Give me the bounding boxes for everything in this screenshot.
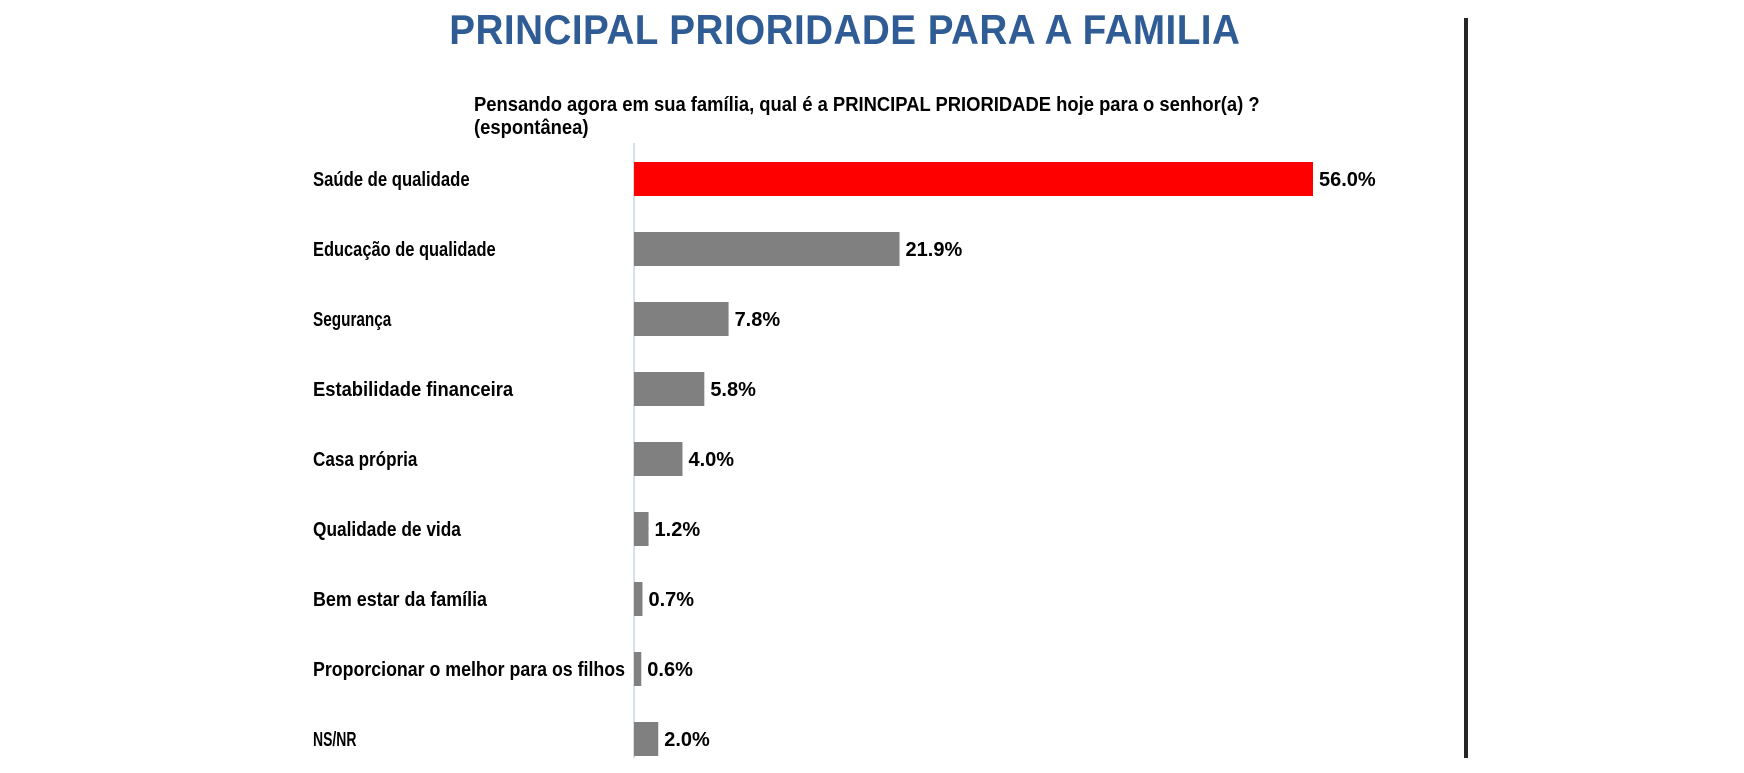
category-label: Proporcionar o melhor para os filhos — [313, 659, 625, 681]
category-label: Casa própria — [313, 449, 418, 471]
value-label: 7.8% — [735, 309, 781, 331]
bar — [634, 372, 705, 406]
bars: Saúde de qualidade 56.0% Educação de quali… — [313, 162, 1376, 756]
chart-title: PRINCIPAL PRIORIDADE PARA A FAMILIA — [449, 6, 1241, 53]
bar — [634, 652, 642, 686]
value-label: 1.2% — [655, 519, 701, 541]
value-label: 4.0% — [689, 449, 735, 471]
category-label: Saúde de qualidade — [313, 169, 470, 191]
bar — [634, 162, 1313, 196]
value-label: 0.7% — [648, 589, 694, 611]
bar — [634, 442, 683, 476]
chart-subtitle: Pensando agora em sua família, qual é a … — [474, 94, 1260, 139]
bar — [634, 302, 729, 336]
value-label: 5.8% — [710, 379, 756, 401]
category-label: Qualidade de vida — [313, 519, 462, 541]
category-label: Estabilidade financeira — [313, 379, 514, 401]
value-label: 21.9% — [906, 239, 963, 261]
bar — [634, 232, 900, 266]
category-label: NS/NR — [313, 729, 357, 751]
category-label: Educação de qualidade — [313, 239, 496, 261]
value-label: 56.0% — [1319, 169, 1376, 191]
value-label: 0.6% — [647, 659, 693, 681]
divider — [1464, 18, 1468, 758]
category-label: Bem estar da família — [313, 589, 488, 611]
bar — [634, 582, 643, 616]
bar — [634, 512, 649, 546]
value-label: 2.0% — [664, 729, 710, 751]
category-label: Segurança — [313, 309, 392, 331]
bar — [634, 722, 659, 756]
